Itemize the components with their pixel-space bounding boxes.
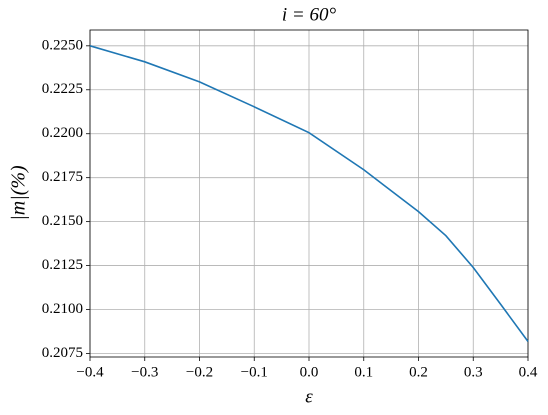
- y-tick-label: 0.2100: [42, 301, 83, 317]
- x-tick-label: −0.1: [241, 364, 268, 380]
- y-tick-label: 0.2150: [42, 213, 83, 229]
- y-tick-label: 0.2225: [42, 81, 83, 97]
- x-tick-label: −0.3: [131, 364, 158, 380]
- y-tick-label: 0.2250: [42, 37, 83, 53]
- y-tick-label: 0.2175: [42, 169, 83, 185]
- x-tick-label: 0.0: [300, 364, 319, 380]
- y-tick-label: 0.2075: [42, 345, 83, 361]
- x-tick-label: 0.3: [464, 364, 483, 380]
- y-tick-label: 0.2125: [42, 257, 83, 273]
- x-tick-label: −0.4: [76, 364, 104, 380]
- data-line: [89, 45, 529, 343]
- x-tick-label: −0.2: [186, 364, 213, 380]
- x-tick-label: 0.4: [519, 364, 538, 380]
- y-tick-label: 0.2200: [42, 125, 83, 141]
- plot-frame: [89, 29, 529, 358]
- chart-title: i = 60°: [282, 4, 337, 25]
- x-tick-label: 0.2: [409, 364, 428, 380]
- x-tick-label: 0.1: [354, 364, 373, 380]
- x-axis-label: ε: [305, 386, 313, 407]
- y-axis-label: |m|(%): [8, 165, 30, 221]
